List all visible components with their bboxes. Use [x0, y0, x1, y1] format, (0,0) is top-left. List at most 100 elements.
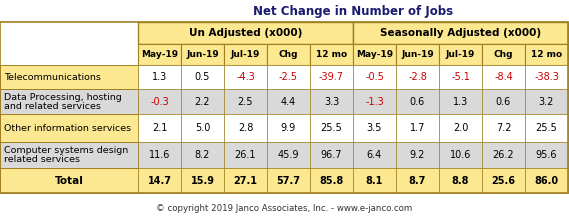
Text: -4.3: -4.3 — [236, 72, 255, 82]
Text: 26.1: 26.1 — [235, 150, 256, 160]
Bar — [267, 65, 310, 89]
Bar — [181, 168, 224, 193]
Text: and related services: and related services — [4, 101, 101, 111]
Text: Jun-19: Jun-19 — [401, 50, 434, 59]
Bar — [482, 89, 525, 114]
Text: 6.4: 6.4 — [367, 150, 382, 160]
Bar — [0, 89, 138, 114]
Bar — [138, 22, 353, 44]
Text: -2.5: -2.5 — [279, 72, 298, 82]
Bar — [439, 168, 482, 193]
Bar — [0, 168, 138, 193]
Bar — [181, 114, 224, 142]
Bar — [353, 65, 396, 89]
Text: 8.8: 8.8 — [452, 176, 469, 186]
Bar — [138, 65, 181, 89]
Bar — [224, 44, 267, 65]
Bar — [482, 65, 525, 89]
Text: 2.8: 2.8 — [238, 123, 253, 133]
Text: -2.8: -2.8 — [408, 72, 427, 82]
Text: Telecommunications: Telecommunications — [4, 73, 101, 81]
Bar — [525, 89, 568, 114]
Bar — [482, 168, 525, 193]
Bar — [310, 89, 353, 114]
Bar — [310, 65, 353, 89]
Bar — [396, 142, 439, 168]
Text: 10.6: 10.6 — [450, 150, 471, 160]
Bar — [439, 65, 482, 89]
Text: 96.7: 96.7 — [321, 150, 342, 160]
Text: May-19: May-19 — [356, 50, 393, 59]
Text: May-19: May-19 — [141, 50, 178, 59]
Bar — [482, 114, 525, 142]
Bar — [525, 142, 568, 168]
Bar — [0, 22, 568, 193]
Text: -0.5: -0.5 — [365, 72, 384, 82]
Text: Jul-19: Jul-19 — [231, 50, 260, 59]
Bar — [353, 22, 568, 44]
Text: 86.0: 86.0 — [534, 176, 559, 186]
Bar — [525, 44, 568, 65]
Text: -5.1: -5.1 — [451, 72, 470, 82]
Text: 26.2: 26.2 — [493, 150, 514, 160]
Bar — [224, 65, 267, 89]
Text: -0.3: -0.3 — [150, 97, 169, 107]
Text: -8.4: -8.4 — [494, 72, 513, 82]
Text: 25.5: 25.5 — [320, 123, 343, 133]
Text: -38.3: -38.3 — [534, 72, 559, 82]
Text: 0.6: 0.6 — [410, 97, 425, 107]
Bar — [0, 114, 138, 142]
Bar — [396, 168, 439, 193]
Text: 1.3: 1.3 — [152, 72, 167, 82]
Bar — [482, 142, 525, 168]
Text: 95.6: 95.6 — [536, 150, 557, 160]
Text: 8.7: 8.7 — [409, 176, 426, 186]
Text: 15.9: 15.9 — [191, 176, 215, 186]
Text: Data Processing, hosting: Data Processing, hosting — [4, 93, 122, 101]
Bar — [396, 114, 439, 142]
Bar — [224, 89, 267, 114]
Bar — [439, 89, 482, 114]
Text: 5.0: 5.0 — [195, 123, 210, 133]
Text: 27.1: 27.1 — [233, 176, 258, 186]
Bar — [525, 114, 568, 142]
Bar — [267, 168, 310, 193]
Bar — [181, 44, 224, 65]
Bar — [138, 168, 181, 193]
Text: Un Adjusted (x000): Un Adjusted (x000) — [189, 28, 302, 38]
Bar — [181, 65, 224, 89]
Text: Computer systems design: Computer systems design — [4, 146, 128, 155]
Bar — [138, 142, 181, 168]
Text: Other information services: Other information services — [4, 123, 131, 133]
Bar — [224, 142, 267, 168]
Text: 8.2: 8.2 — [195, 150, 210, 160]
Text: 85.8: 85.8 — [319, 176, 344, 186]
Text: Chg: Chg — [494, 50, 513, 59]
Text: Seasonally Adjusted (x000): Seasonally Adjusted (x000) — [380, 28, 541, 38]
Text: 2.1: 2.1 — [152, 123, 167, 133]
Bar — [396, 44, 439, 65]
Bar — [181, 142, 224, 168]
Bar — [525, 65, 568, 89]
Text: Jun-19: Jun-19 — [186, 50, 219, 59]
Text: 14.7: 14.7 — [147, 176, 171, 186]
Bar — [138, 114, 181, 142]
Text: 4.4: 4.4 — [281, 97, 296, 107]
Bar — [353, 89, 396, 114]
Text: 2.2: 2.2 — [195, 97, 211, 107]
Text: Net Change in Number of Jobs: Net Change in Number of Jobs — [253, 6, 453, 18]
Bar — [353, 168, 396, 193]
Bar — [267, 142, 310, 168]
Text: 3.5: 3.5 — [367, 123, 382, 133]
Bar — [267, 114, 310, 142]
Text: 9.9: 9.9 — [281, 123, 296, 133]
Text: 57.7: 57.7 — [277, 176, 300, 186]
Text: Jul-19: Jul-19 — [446, 50, 475, 59]
Bar — [310, 114, 353, 142]
Bar — [267, 89, 310, 114]
Text: 45.9: 45.9 — [278, 150, 299, 160]
Bar — [310, 168, 353, 193]
Text: related services: related services — [4, 155, 80, 164]
Text: 1.7: 1.7 — [410, 123, 425, 133]
Bar — [439, 44, 482, 65]
